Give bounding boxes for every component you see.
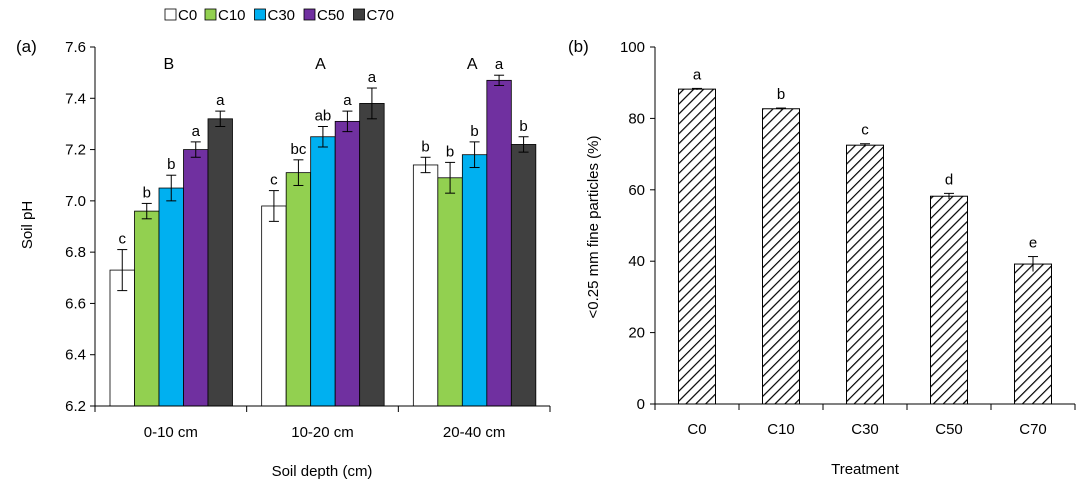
legend-label: C30	[268, 7, 296, 24]
y-axis: 6.2 6.4 6.6 6.8 7.0 7.2 7.4 7.6	[65, 39, 96, 415]
y-tick-label: 7.2	[65, 142, 86, 159]
y-tick-label: 6.6	[65, 295, 86, 312]
x-tick-label: C10	[767, 421, 795, 438]
group-letter: A	[315, 56, 326, 73]
plot-area: a b c d e	[678, 66, 1052, 405]
bar	[207, 118, 233, 407]
bar	[412, 164, 439, 407]
bar	[158, 187, 184, 407]
y-axis-label: Soil pH	[19, 201, 36, 249]
significance-letter: b	[470, 123, 478, 140]
significance-letter: a	[192, 123, 201, 140]
legend-swatch	[303, 8, 316, 21]
significance-letter: b	[143, 184, 151, 201]
bar	[261, 205, 287, 407]
bar	[359, 103, 385, 407]
bar	[510, 144, 537, 407]
x-tick-label: C50	[935, 421, 963, 438]
legend-label: C50	[317, 7, 345, 24]
y-axis-label: <0.25 mm fine particles (%)	[585, 136, 602, 319]
significance-letter: c	[270, 172, 278, 189]
legend-label: C10	[218, 7, 246, 24]
group-letter: A	[467, 56, 478, 73]
significance-letter: bc	[290, 141, 306, 158]
y-axis: 0 20 40 60 80 100	[620, 39, 656, 413]
significance-letter: ab	[315, 107, 332, 124]
panel-b: (b) <0.25 mm fine particles (%) Treatmen…	[568, 37, 1076, 478]
y-tick-label: 7.6	[65, 39, 86, 56]
bar	[134, 210, 160, 407]
legend-swatch	[204, 8, 217, 21]
y-tick-label: 6.8	[65, 244, 86, 261]
group-letter: B	[163, 56, 174, 73]
x-tick-label: C0	[687, 421, 706, 438]
y-tick-label: 80	[628, 110, 645, 127]
y-tick-label: 7.4	[65, 90, 86, 107]
legend-label: C70	[367, 7, 395, 24]
bar	[310, 136, 336, 407]
y-tick-label: 40	[628, 253, 645, 270]
significance-letter: d	[945, 171, 953, 188]
bar	[762, 108, 800, 405]
legend-swatch	[254, 8, 266, 21]
legend: C0 C10 C30 C50 C70	[164, 7, 395, 24]
x-axis: C0 C10 C30 C50 C70	[654, 403, 1076, 438]
panel-a-label: (a)	[16, 37, 37, 56]
significance-letter: b	[446, 143, 454, 160]
significance-letter: a	[693, 66, 702, 83]
y-tick-label: 7.0	[65, 193, 86, 210]
significance-letter: a	[343, 92, 352, 109]
significance-letter: c	[119, 231, 127, 248]
y-tick-label: 100	[620, 39, 645, 56]
y-tick-label: 60	[628, 182, 645, 199]
x-tick-label: C30	[851, 421, 879, 438]
panel-a: (a) C0 C10 C30 C50 C70 Soil pH Soil depth (c…	[16, 7, 551, 480]
bar	[285, 172, 312, 407]
x-axis: 0-10 cm 10-20 cm 20-40 cm	[94, 405, 551, 441]
y-tick-label: 0	[637, 396, 645, 413]
significance-letter: a	[368, 69, 377, 86]
x-axis-label: Soil depth (cm)	[272, 463, 373, 480]
bar	[437, 177, 463, 407]
significance-letter: c	[861, 122, 869, 139]
legend-swatch	[353, 8, 365, 21]
significance-letter: b	[777, 86, 785, 103]
significance-letter: b	[167, 156, 175, 173]
bar	[1014, 263, 1052, 405]
bar	[183, 149, 209, 407]
x-tick-label: 0-10 cm	[144, 424, 198, 441]
legend-label: C0	[178, 7, 197, 24]
significance-letter: b	[519, 118, 527, 135]
bar	[334, 120, 361, 407]
bar	[461, 154, 488, 407]
bar	[846, 144, 884, 405]
y-tick-label: 6.4	[65, 347, 86, 364]
bar	[930, 195, 968, 405]
bar	[486, 79, 512, 407]
x-tick-label: 10-20 cm	[291, 424, 354, 441]
significance-letter: e	[1029, 235, 1037, 252]
significance-letter: b	[421, 138, 429, 155]
significance-letter: a	[495, 56, 504, 73]
x-axis-label: Treatment	[831, 461, 900, 478]
panel-b-label: (b)	[568, 37, 589, 56]
y-tick-label: 20	[628, 325, 645, 342]
y-tick-label: 6.2	[65, 398, 86, 415]
x-tick-label: C70	[1019, 421, 1047, 438]
legend-swatch	[164, 8, 177, 21]
significance-letter: a	[216, 92, 225, 109]
bar	[678, 88, 716, 405]
x-tick-label: 20-40 cm	[443, 424, 506, 441]
